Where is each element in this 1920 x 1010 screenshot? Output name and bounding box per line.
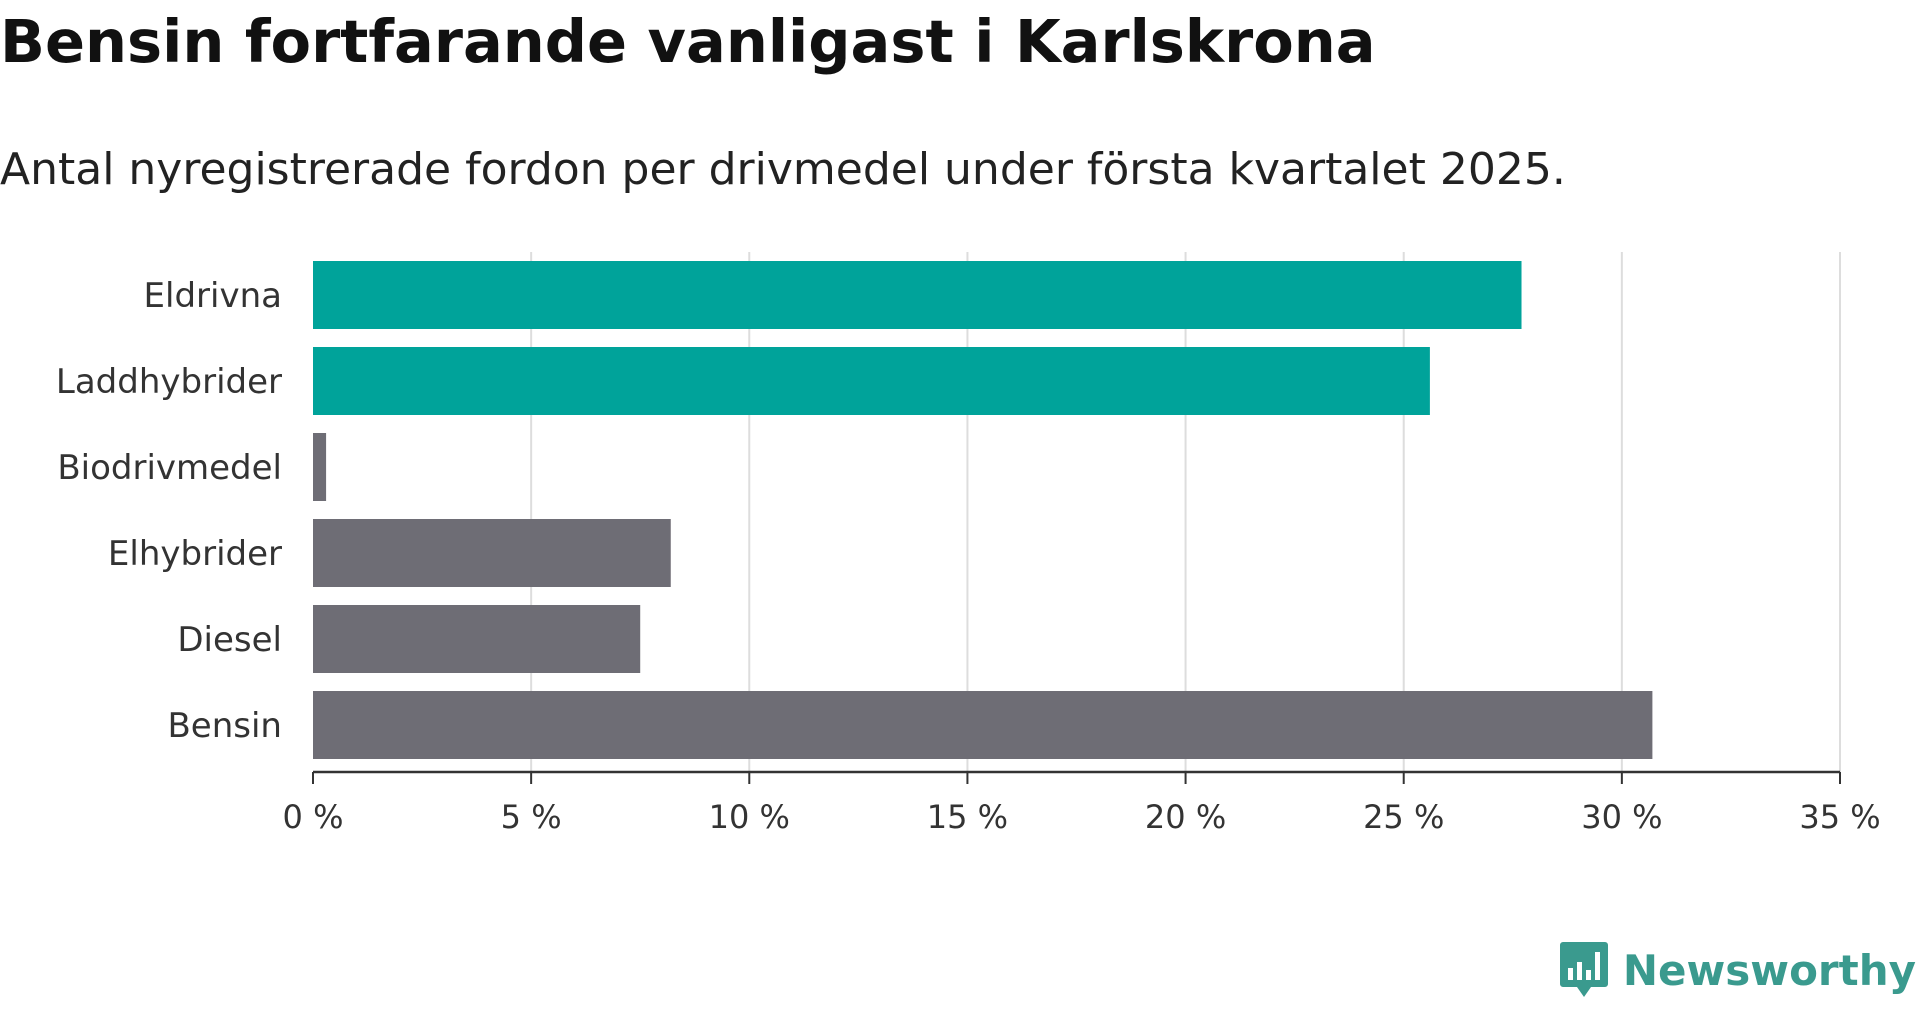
x-tick-label: 35 % — [1799, 798, 1880, 836]
x-tick-label: 30 % — [1581, 798, 1662, 836]
bar — [313, 347, 1430, 415]
brand-name: Newsworthy — [1622, 945, 1916, 995]
category-label: Laddhybrider — [56, 362, 282, 402]
x-tick-label: 20 % — [1145, 798, 1226, 836]
category-label: Elhybrider — [108, 534, 282, 574]
x-tick-label: 5 % — [501, 798, 562, 836]
category-labels: Eldrivna Laddhybrider Biodrivmedel Elhybrid… — [56, 276, 282, 746]
brand-logo: Newsworthy — [1559, 940, 1916, 1000]
x-tick-label: 10 % — [709, 798, 790, 836]
chart-subtitle: Antal nyregistrerade fordon per drivmede… — [0, 144, 1566, 195]
category-label: Eldrivna — [144, 276, 282, 316]
bar — [313, 433, 327, 501]
bar — [313, 691, 1653, 759]
x-tick-labels: 0 % 5 % 10 % 15 % 20 % 25 % 30 % 35 % — [283, 798, 1881, 836]
grid-lines — [530, 252, 1841, 772]
bar — [313, 519, 671, 587]
chart-title: Bensin fortfarande vanligast i Karlskron… — [0, 7, 1376, 76]
category-label: Diesel — [177, 620, 282, 660]
category-label: Biodrivmedel — [57, 448, 282, 488]
bars — [313, 261, 1653, 759]
x-tick-label: 15 % — [927, 798, 1008, 836]
x-tick-label: 0 % — [283, 798, 344, 836]
bar — [313, 261, 1522, 329]
x-axis — [312, 770, 1841, 784]
bar — [313, 605, 641, 673]
category-label: Bensin — [167, 706, 282, 746]
newsworthy-logo-icon — [1559, 942, 1608, 997]
x-tick-label: 25 % — [1363, 798, 1444, 836]
